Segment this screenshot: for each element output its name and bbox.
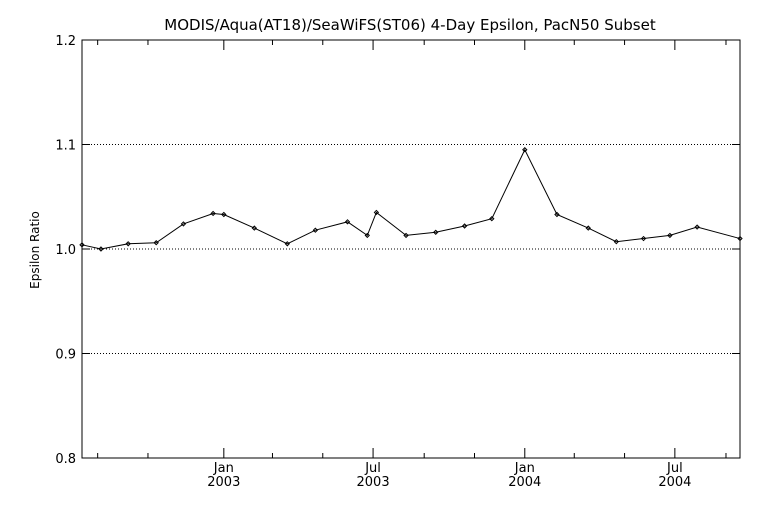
data-point [344, 219, 351, 225]
x-tick-month-label: Jul [666, 461, 683, 476]
data-point [403, 232, 409, 239]
data-point [364, 232, 371, 239]
data-point [210, 210, 216, 217]
series-layer [79, 147, 743, 252]
data-point [125, 241, 131, 247]
data-point [312, 227, 319, 233]
x-tick-month-label: Jul [364, 461, 381, 476]
x-tick-year-label: 2004 [658, 475, 691, 490]
y-tick-label: 0.9 [55, 348, 76, 363]
data-point [489, 215, 495, 222]
data-point [461, 223, 468, 229]
data-point [640, 235, 647, 242]
data-point [284, 241, 291, 247]
data-point [180, 221, 187, 227]
y-tick-label: 1.2 [55, 34, 76, 49]
data-point [522, 147, 528, 153]
data-point [153, 240, 159, 246]
data-point [737, 235, 743, 242]
y-axis-label: Epsilon Ratio [28, 211, 42, 289]
y-tick-label: 0.8 [55, 452, 76, 467]
x-tick-year-label: 2003 [357, 475, 390, 490]
data-point [221, 211, 227, 218]
plot-frame [81, 39, 741, 459]
data-point [433, 229, 439, 235]
gridlines [82, 144, 740, 354]
x-tick-month-label: Jan [514, 461, 535, 476]
data-point [585, 225, 591, 231]
y-tick-label: 1.0 [55, 243, 76, 258]
data-point [613, 238, 620, 245]
data-point [373, 209, 380, 216]
data-point [554, 211, 560, 218]
data-point [251, 225, 258, 231]
data-point [694, 224, 700, 230]
data-point [98, 246, 104, 252]
series-line [81, 148, 741, 250]
x-tick-year-label: 2003 [207, 475, 240, 490]
axis-ticks: 0.80.91.01.11.2Jan2003Jul2003Jan2004Jul2… [55, 34, 740, 490]
data-point [667, 232, 673, 239]
data-point [79, 242, 85, 248]
y-tick-label: 1.1 [55, 139, 76, 154]
chart-title: MODIS/Aqua(AT18)/SeaWiFS(ST06) 4-Day Eps… [164, 16, 656, 34]
x-tick-year-label: 2004 [508, 475, 541, 490]
x-tick-month-label: Jan [213, 461, 234, 476]
